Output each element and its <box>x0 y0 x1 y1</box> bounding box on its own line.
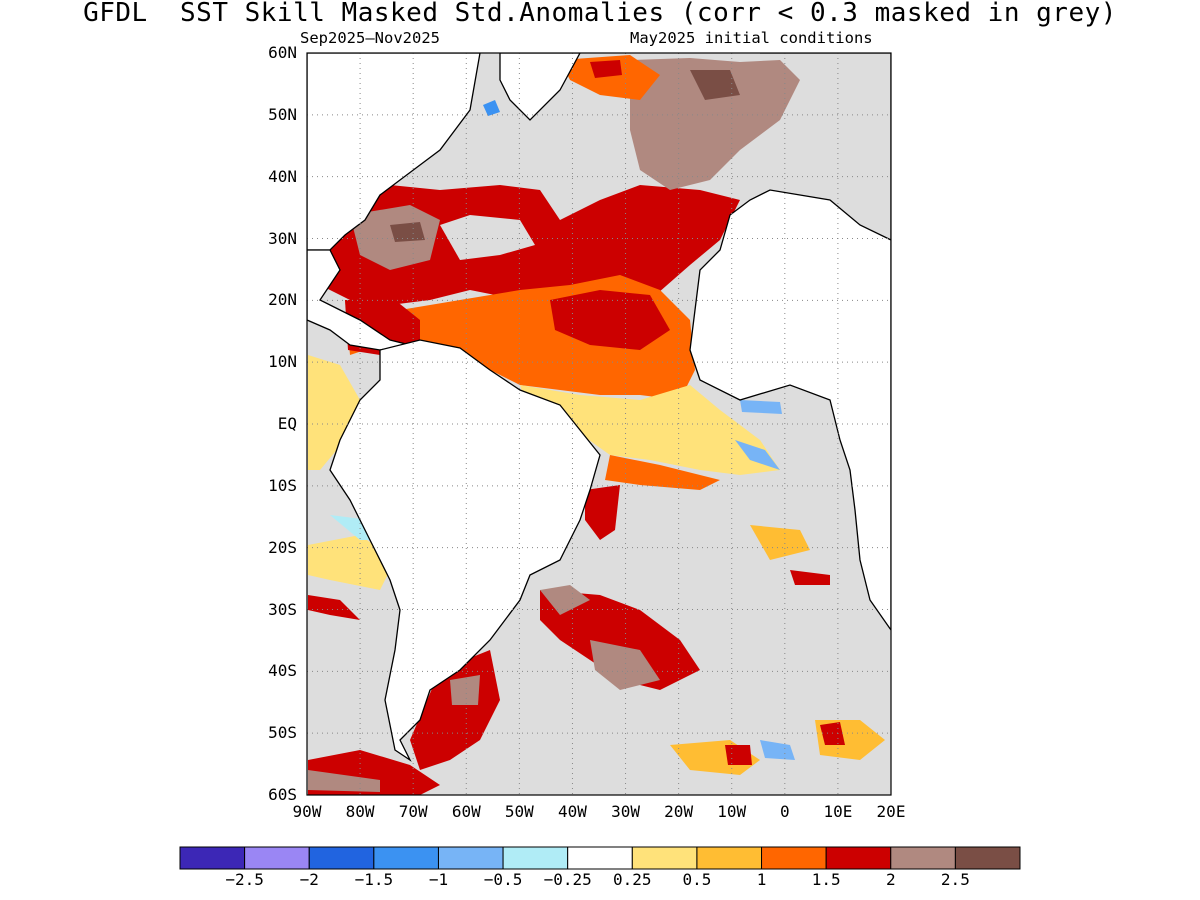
lat-tick-label: 60N <box>268 43 297 62</box>
colorbar-swatch <box>954 846 1021 870</box>
colorbar-tick-label: −1 <box>428 870 449 889</box>
mask-patch <box>440 215 535 260</box>
anomaly-patch <box>483 100 500 116</box>
lon-tick-label: 30W <box>611 802 640 821</box>
colorbar-swatch <box>761 846 827 870</box>
lat-tick-label: 50N <box>268 104 297 124</box>
lon-tick-label: 40W <box>558 802 587 821</box>
lat-tick-label: 40N <box>268 166 297 186</box>
anomaly-patch <box>725 745 752 765</box>
anomaly-patch <box>308 355 360 470</box>
colorbar-tick-label: 1 <box>756 870 767 889</box>
europe-africa <box>689 53 891 632</box>
lon-tick-label: 50W <box>504 802 534 821</box>
lat-tick-label: 30S <box>268 599 297 619</box>
anomaly-patch <box>740 400 782 414</box>
anomaly-patch <box>550 290 670 350</box>
colorbar-tick-label: 2.5 <box>940 870 970 889</box>
lon-tick-label: 10W <box>717 802 747 821</box>
chart-title: GFDL SST Skill Masked Std.Anomalies (cor… <box>83 0 1117 28</box>
lon-tick-label: 0 <box>779 802 790 821</box>
colorbar-swatch <box>244 846 310 870</box>
anomaly-patch <box>585 485 620 540</box>
anomaly-patch <box>590 60 622 78</box>
lat-tick-label: 10N <box>268 352 297 372</box>
colorbar-tick-label: 1.5 <box>811 870 841 889</box>
colorbar-tick-label: −2 <box>299 870 319 889</box>
anomaly-patch <box>390 222 425 242</box>
colorbar-swatch <box>437 846 504 870</box>
lat-tick-label: EQ <box>277 414 297 433</box>
south-america <box>329 339 601 762</box>
colorbar-swatch <box>373 846 439 870</box>
anomaly-patch <box>605 455 720 490</box>
anomaly-patch <box>520 385 780 475</box>
lon-tick-label: 80W <box>345 802 375 821</box>
anomaly-patch <box>450 675 480 705</box>
lat-tick-label: 60S <box>268 785 297 804</box>
colorbar-tick-label: −2.5 <box>225 870 264 889</box>
lon-tick-label: 60W <box>451 802 481 821</box>
lat-tick-label: 10S <box>268 475 297 495</box>
anomaly-patch <box>308 535 395 590</box>
anomaly-patch <box>590 640 660 690</box>
anomaly-patch <box>760 740 795 760</box>
map-frame <box>306 52 892 796</box>
greenland <box>499 53 581 121</box>
anomaly-patch <box>540 590 700 690</box>
anomaly-patch <box>790 570 830 585</box>
colorbar-swatch <box>308 846 375 870</box>
lat-tick-label: 50S <box>268 723 297 743</box>
colorbar-tick-label: −0.5 <box>483 870 523 889</box>
lon-tick-label: 20E <box>876 802 906 821</box>
central-america <box>307 249 411 351</box>
colorbar-tick-label: −0.25 <box>543 870 592 889</box>
anomaly-patch <box>690 70 740 100</box>
land <box>307 53 891 762</box>
anomaly-field <box>308 55 885 795</box>
colorbar-tick-label: 0.25 <box>613 870 652 889</box>
colorbar-swatch <box>631 846 698 870</box>
colorbar-tick-label: 2 <box>885 870 896 889</box>
colorbar-swatch <box>567 846 633 870</box>
anomaly-patch <box>750 525 810 560</box>
lon-tick-label: 70W <box>398 802 428 821</box>
lon-tick-label: 20W <box>664 802 694 821</box>
lon-tick-label: 10E <box>823 802 853 821</box>
anomaly-patch <box>735 440 780 470</box>
anomaly-patch <box>308 595 360 620</box>
anomaly-patch <box>308 770 380 792</box>
colorbar-swatch <box>890 846 956 870</box>
initial-conditions: May2025 initial conditions <box>630 29 873 47</box>
colorbar <box>179 846 1021 870</box>
anomaly-patch <box>560 55 660 100</box>
lat-tick-label: 20N <box>268 290 297 310</box>
colorbar-swatch <box>825 846 892 870</box>
lat-tick-label: 30N <box>268 228 297 248</box>
forecast-period: Sep2025–Nov2025 <box>300 29 440 47</box>
colorbar-tick-label: −1.5 <box>354 870 394 889</box>
colorbar-tick-label: 0.5 <box>682 870 712 889</box>
colorbar-swatch <box>179 846 246 870</box>
anomaly-patch <box>540 585 590 615</box>
colorbar-swatch <box>696 846 763 870</box>
lat-tick-label: 40S <box>268 661 297 681</box>
lon-tick-label: 90W <box>292 802 322 821</box>
graticule <box>307 53 891 795</box>
anomaly-patch <box>630 58 800 190</box>
colorbar-swatch <box>502 846 569 870</box>
lat-tick-label: 20S <box>268 537 297 557</box>
